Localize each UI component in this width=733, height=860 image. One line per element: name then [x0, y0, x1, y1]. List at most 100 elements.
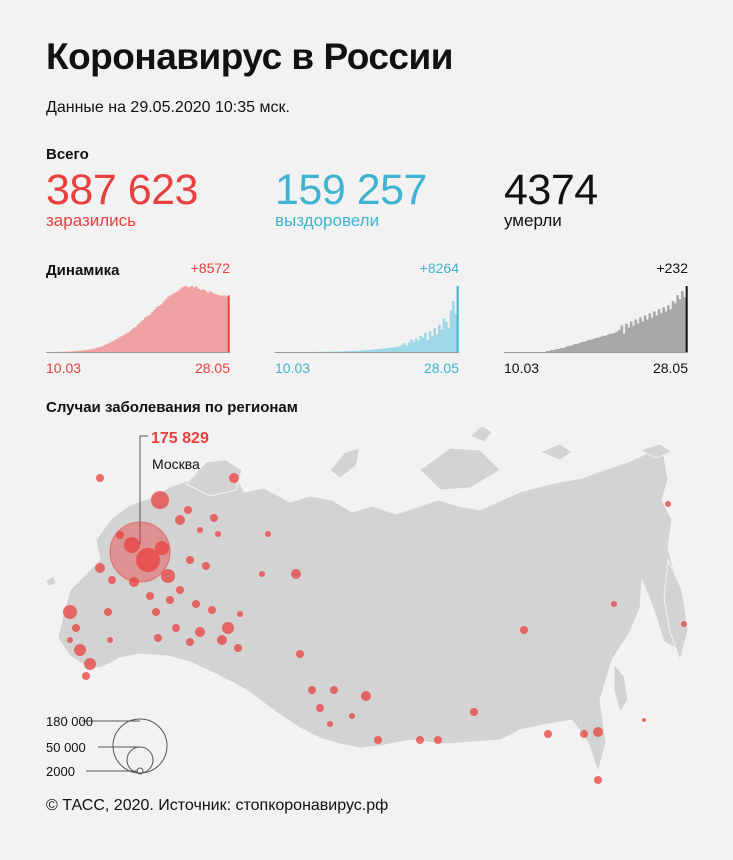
- sparkline-died-bar: [653, 311, 656, 352]
- sparkline-infected-bar: [223, 295, 226, 352]
- sparkline-died-bar: [664, 311, 668, 352]
- taymyr: [419, 447, 501, 491]
- sparkline-infected-bar: [188, 287, 191, 352]
- region-case-dot: [172, 624, 180, 632]
- region-case-dot: [470, 708, 478, 716]
- sparkline-infected-bar: [218, 295, 221, 352]
- sparkline-infected-bar: [111, 341, 114, 352]
- sparkline-died-bar: [625, 323, 628, 352]
- sparkline-recovered-bar: [407, 342, 411, 352]
- region-case-dot: [108, 576, 116, 584]
- sakhalin: [613, 662, 629, 714]
- region-case-dot: [161, 569, 175, 583]
- sparkline-died-bar: [646, 319, 649, 352]
- sparkline-infected-bar: [225, 296, 228, 352]
- sparkline-died-bar: [590, 339, 593, 352]
- region-case-dot: [520, 626, 528, 634]
- sparkline-died-bar: [683, 297, 686, 352]
- sparkline-died-bar: [559, 347, 563, 352]
- sparkline-died-delta: +232: [656, 260, 688, 276]
- sparkline-infected-bar: [204, 290, 208, 352]
- legend-label-medium: 50 000: [46, 740, 86, 755]
- sparkline-died-bar: [583, 341, 586, 352]
- sparkline-infected-bar: [120, 336, 124, 352]
- sparkline-infected-bar: [213, 293, 217, 352]
- region-case-dot: [152, 608, 160, 616]
- kola-peninsula: [185, 459, 243, 497]
- sparkline-recovered-bar: [410, 339, 413, 352]
- sparkline-died-bar: [655, 315, 659, 352]
- region-case-dot: [74, 644, 86, 656]
- map-title: Случаи заболевания по регионам: [46, 399, 298, 416]
- sparkline-recovered-delta: +8264: [419, 260, 459, 276]
- wrangel-island: [638, 443, 674, 459]
- sparkline-died-bar: [611, 333, 614, 352]
- region-case-dot: [296, 650, 304, 658]
- sparkline-died-bar: [592, 338, 596, 352]
- sparkline-infected-bar: [115, 338, 119, 352]
- region-case-dot: [82, 672, 90, 680]
- sparkline-infected-bar: [171, 293, 175, 352]
- sparkline-recovered-bar: [442, 318, 446, 352]
- region-case-dot: [259, 571, 265, 577]
- sparkline-infected-bar: [127, 332, 131, 352]
- sparkline-infected-bar: [97, 347, 100, 352]
- region-case-dot: [222, 622, 234, 634]
- region-case-dot: [129, 577, 139, 587]
- region-case-dot: [202, 562, 210, 570]
- sparkline-recovered-bar: [342, 351, 346, 352]
- region-case-dot: [210, 514, 218, 522]
- sparkline-died-bar: [608, 333, 612, 352]
- sparkline-died-bar: [629, 321, 633, 352]
- sparkline-died-bar: [662, 307, 666, 352]
- sparkline-recovered-bar: [389, 347, 392, 352]
- region-case-dot: [95, 563, 105, 573]
- sparkline-died-bar: [557, 348, 561, 352]
- sparkline-infected-bar: [132, 328, 135, 352]
- sparkline-died-bar: [555, 348, 558, 352]
- sparkline-died-bar: [639, 317, 642, 352]
- map-land: [45, 425, 689, 774]
- region-case-dot: [116, 531, 124, 539]
- kaliningrad: [45, 575, 57, 587]
- sparkline-infected-bar: [220, 295, 224, 352]
- sparkline-infected-bar: [199, 289, 203, 352]
- sparkline-infected-bar: [160, 304, 163, 352]
- sparkline-recovered-bar: [349, 351, 353, 352]
- region-case-dot: [166, 596, 174, 604]
- stat-infected-value: 387 623: [46, 166, 198, 214]
- sparkline-recovered-bar: [372, 349, 376, 352]
- sparkline-died-bar: [678, 299, 682, 352]
- sparkline-died-bar: [585, 340, 589, 352]
- region-case-dot: [136, 548, 160, 572]
- data-timestamp: Данные на 29.05.2020 10:35 мск.: [46, 99, 290, 116]
- sparkline-died-bar: [571, 344, 575, 352]
- sparkline-infected-bar: [178, 289, 182, 352]
- sparkline-infected-bar: [113, 340, 117, 352]
- sparkline-infected-bar: [80, 350, 84, 352]
- sparkline-recovered-bar: [431, 336, 434, 352]
- sparkline-recovered-bar: [370, 349, 374, 352]
- moscow-callout: [139, 435, 148, 545]
- sparkline-recovered-end-date: 28.05: [423, 360, 459, 376]
- sparkline-recovered-bar: [454, 313, 457, 352]
- sparkline-recovered-bar: [417, 340, 420, 352]
- region-case-dot: [155, 541, 169, 555]
- sparkline-recovered-bar: [445, 321, 448, 352]
- totals-heading: Всего: [46, 146, 89, 163]
- sparkline-recovered-bar: [438, 324, 441, 352]
- stat-recovered: 159 257 выздоровели: [275, 166, 427, 231]
- sparkline-infected-bar: [108, 342, 112, 352]
- sparkline-died-bar: [681, 291, 684, 352]
- sparkline-infected-bar: [106, 343, 110, 352]
- sparkline-died-bar: [576, 343, 579, 352]
- sparkline-infected-bar: [76, 351, 79, 352]
- sparkline-died-bar: [564, 346, 568, 352]
- mainland-russia: [57, 451, 685, 774]
- region-case-dot: [72, 624, 80, 632]
- sparkline-died-bar: [627, 327, 631, 352]
- region-case-dot: [416, 736, 424, 744]
- sparkline-infected-bar: [216, 294, 219, 352]
- sparkline-died-bar: [552, 349, 556, 352]
- sparkline-infected-bar: [122, 334, 126, 352]
